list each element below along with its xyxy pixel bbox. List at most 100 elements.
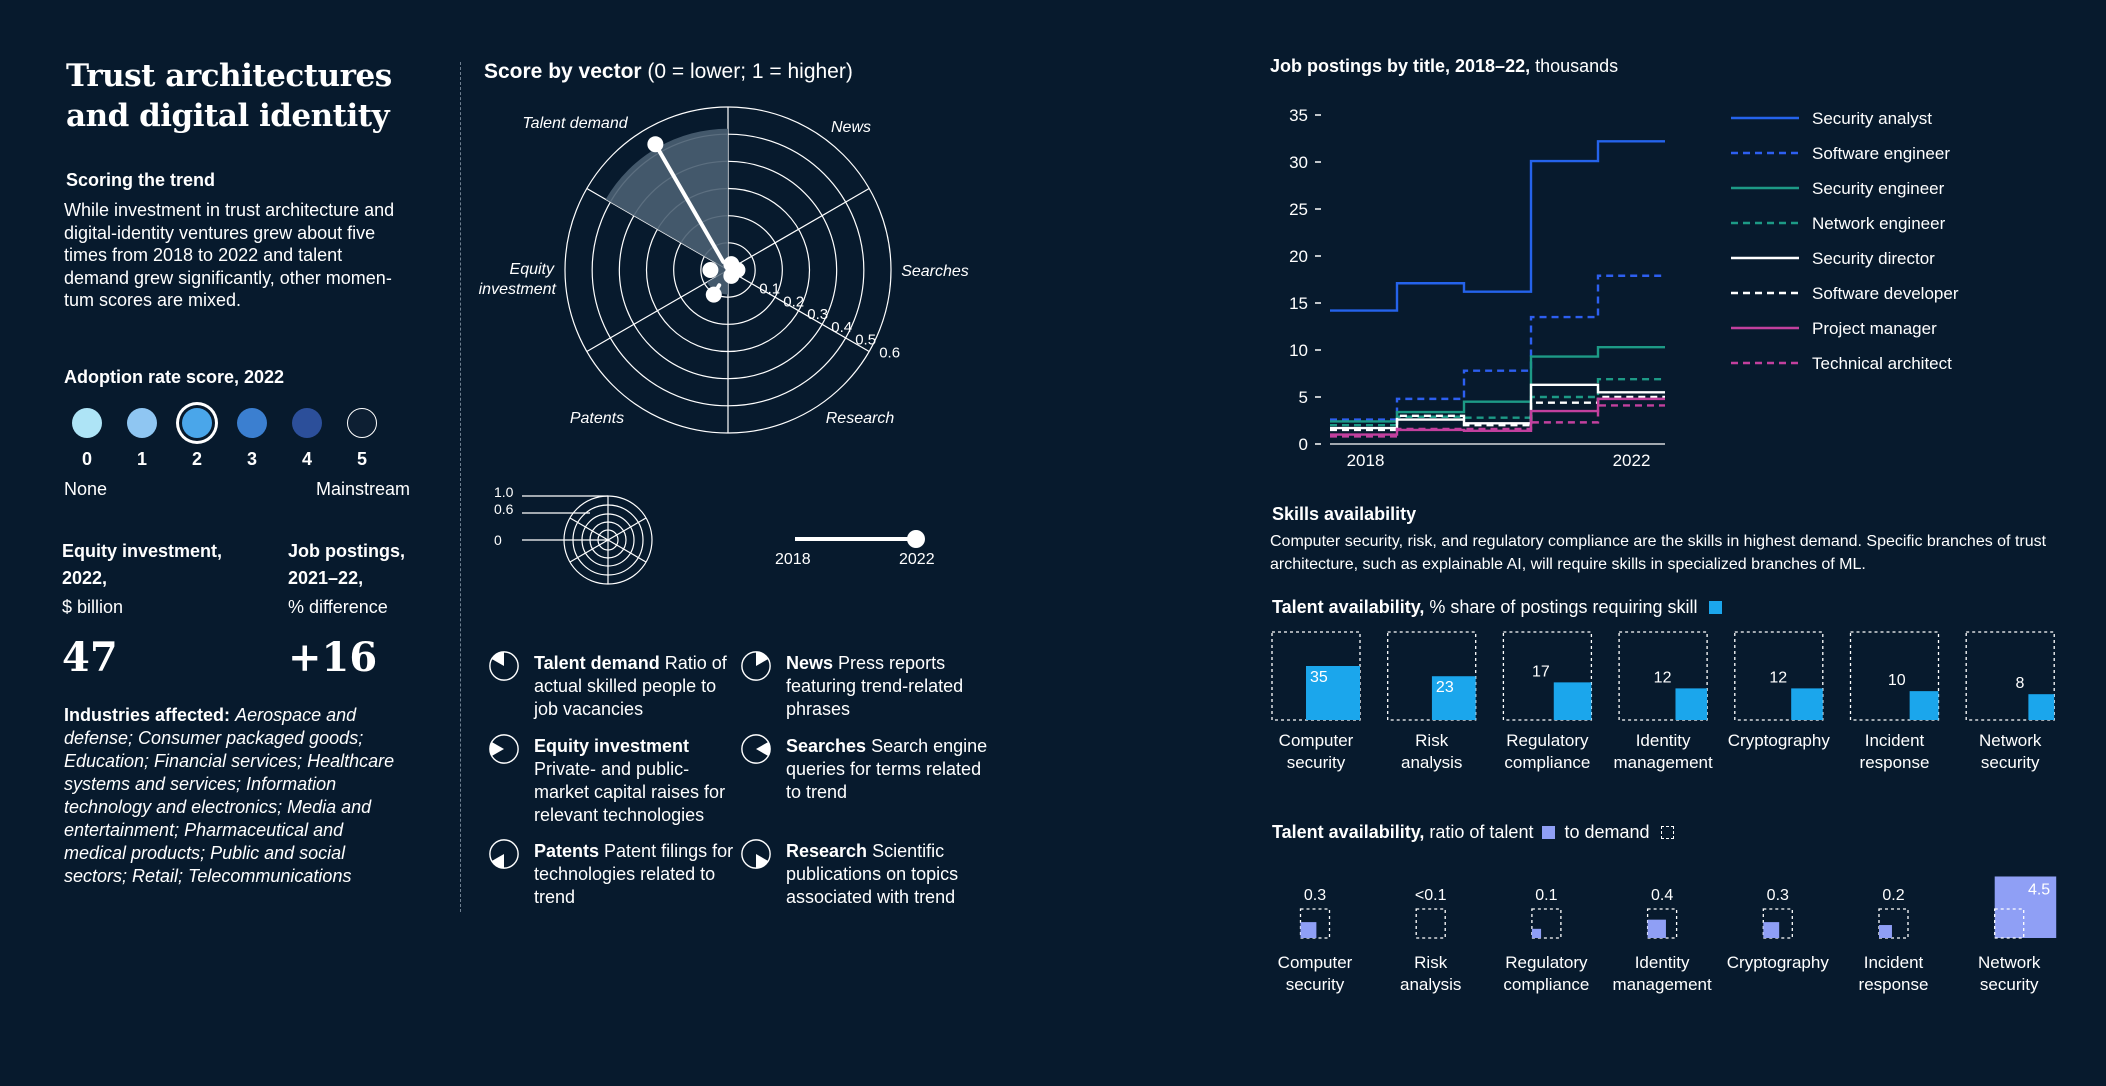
share-value-risk-analysis: 23 (1436, 679, 1454, 696)
jobs-line-project-manager (1330, 397, 1665, 436)
jobs-legend-label-software-developer: Software developer (1812, 284, 1959, 303)
ratio-value-incident-response: 0.2 (1882, 887, 1904, 904)
equity-investment-legend-desc: Private- and public-market capital raise… (534, 759, 726, 825)
equity-value: 47 (62, 634, 118, 681)
page-title: Trust architectures and digital identity (66, 58, 392, 134)
searches-vector-icon (741, 734, 771, 764)
radar-point-research (723, 267, 740, 284)
radar-point-patents (705, 286, 722, 303)
skills-heading: Skills availability (1272, 504, 1417, 524)
jobs-unit: % difference (288, 597, 388, 617)
patents-legend-desc: Patent filings for technologies related … (534, 841, 734, 907)
jobs-legend-label-project-manager: Project manager (1812, 319, 1937, 338)
column-divider (460, 62, 461, 912)
ratio-bar-cryptography (1763, 922, 1780, 938)
talent-demand-legend-desc: Ratio of actual skilled people to job va… (534, 653, 727, 719)
ratio-bar-regulatory-compliance (1531, 928, 1542, 938)
scale-key-1: 1.0 (494, 485, 514, 500)
news-legend-text: News Press reports featuring trend-relat… (786, 652, 991, 721)
ratio-demand-box-incident-response (1878, 908, 1909, 939)
year-slider-track[interactable] (795, 537, 917, 541)
ratio-demand-swatch (1660, 826, 1674, 839)
adoption-heading: Adoption rate score, 2022 (64, 367, 285, 387)
ratio-demand-box-risk-analysis (1415, 908, 1446, 939)
jobs-y-tick-label: 10 (1289, 341, 1308, 360)
radar-sector-talent (605, 128, 728, 270)
jobs-legend-label-security-director: Security director (1812, 249, 1935, 268)
ratio-title-end: to demand (1559, 822, 1650, 842)
equity-heading-line1: Equity investment, (62, 541, 223, 561)
share-category-identity-management: management (1613, 753, 1713, 772)
jobs-chart-title: Job postings by title, 2018–22, thousand… (1270, 56, 1618, 77)
share-category-computer-security: security (1287, 753, 1346, 772)
jobs-legend-label-network-engineer: Network engineer (1812, 214, 1946, 233)
share-category-regulatory-compliance: compliance (1504, 753, 1590, 772)
adoption-max-label: Mainstream (316, 479, 411, 499)
equity-investment-legend-text: Equity investment Private- and public-ma… (534, 735, 739, 827)
radar-ring-label-0.1: 0.1 (759, 281, 780, 298)
jobs-axes: 0 5 10 15 20 25 30 35 2018 2022 (1289, 106, 1665, 470)
radar-point-talent-demand (647, 136, 664, 153)
share-category-cryptography: Cryptography (1728, 731, 1831, 750)
ratio-value-cryptography: 0.3 (1767, 887, 1789, 904)
share-bar-cryptography (1791, 688, 1823, 720)
radar-title-bold: Score by vector (484, 60, 642, 83)
jobs-y-tick-label: 20 (1289, 247, 1308, 266)
radar-title: Score by vector (0 = lower; 1 = higher) (484, 60, 853, 84)
ratio-category-computer-security: security (1286, 975, 1345, 994)
radar-axis-label-news: News (831, 119, 871, 136)
year-slider-handle[interactable] (907, 530, 925, 548)
share-category-incident-response: Incident (1865, 731, 1925, 750)
jobs-heading: Job postings, 2021–22, (288, 541, 405, 589)
jobs-legend-label-security-analyst: Security analyst (1812, 109, 1932, 128)
jobs-chart-title-bold: Job postings by title, 2018–22, (1270, 56, 1531, 76)
jobs-legend-label-software-engineer: Software engineer (1812, 144, 1950, 163)
jobs-x-tick-label: 2022 (1613, 451, 1651, 470)
scoring-heading: Scoring the trend (66, 170, 216, 190)
radar-axis-label-searches: Searches (901, 263, 969, 280)
ratio-category-computer-security: Computer (1278, 953, 1353, 972)
ratio-bar-network-security (1994, 876, 2057, 938)
ratio-category-regulatory-compliance: compliance (1503, 975, 1589, 994)
share-category-risk-analysis: Risk (1415, 731, 1449, 750)
share-category-network-security: security (1981, 753, 2040, 772)
jobs-y-tick-label: 30 (1289, 153, 1308, 172)
share-box-identity-management (1618, 631, 1708, 721)
equity-heading-line2: 2022, (62, 568, 108, 588)
ratio-value-network-security: 4.5 (2028, 881, 2050, 898)
share-category-incident-response: response (1860, 753, 1930, 772)
radar-spoke (727, 269, 870, 353)
jobs-line-security-engineer (1330, 345, 1665, 423)
share-chart-title: Talent availability, % share of postings… (1272, 597, 1722, 618)
jobs-y-tick-label: 35 (1289, 106, 1308, 125)
searches-legend-text: Searches Search engine queries for terms… (786, 735, 991, 804)
share-box-cryptography (1734, 631, 1824, 721)
ratio-title-bold: Talent availability, (1272, 822, 1425, 842)
slider-end-label: 2022 (899, 551, 935, 568)
ratio-value-regulatory-compliance: 0.1 (1535, 887, 1557, 904)
patents-legend-name: Patents (534, 841, 600, 861)
ratio-demand-box-network-security (1994, 908, 2025, 939)
industries-label: Industries affected: (64, 705, 231, 725)
ratio-demand-box-regulatory-compliance (1531, 908, 1562, 939)
jobs-value: +16 (288, 634, 378, 681)
radar-sector-equity-investment (714, 263, 728, 277)
jobs-y-tick-label: 5 (1299, 388, 1308, 407)
radar-ring-label-0.4: 0.4 (831, 319, 852, 336)
jobs-legend-label-security-engineer: Security engineer (1812, 179, 1945, 198)
radar-scale-key: 1.0 0.6 0 (494, 485, 653, 585)
radar-spoke (586, 269, 729, 353)
jobs-line-security-analyst (1330, 140, 1665, 312)
ratio-bar-incident-response (1879, 925, 1892, 938)
share-bar-computer-security (1306, 666, 1360, 720)
adoption-level-3-circle (237, 408, 267, 438)
ratio-category-incident-response: response (1859, 975, 1929, 994)
radar-ring-label-0.3: 0.3 (807, 306, 828, 323)
share-box-incident-response (1849, 631, 1940, 721)
radar-axis-label-equity-2: investment (479, 281, 557, 298)
share-box-regulatory-compliance (1502, 631, 1593, 721)
adoption-level-2-label: 2 (191, 449, 202, 469)
adoption-level-1-circle (127, 408, 157, 438)
searches-legend-desc: Search engine queries for terms related … (786, 736, 988, 802)
patents-vector-icon (489, 839, 519, 869)
